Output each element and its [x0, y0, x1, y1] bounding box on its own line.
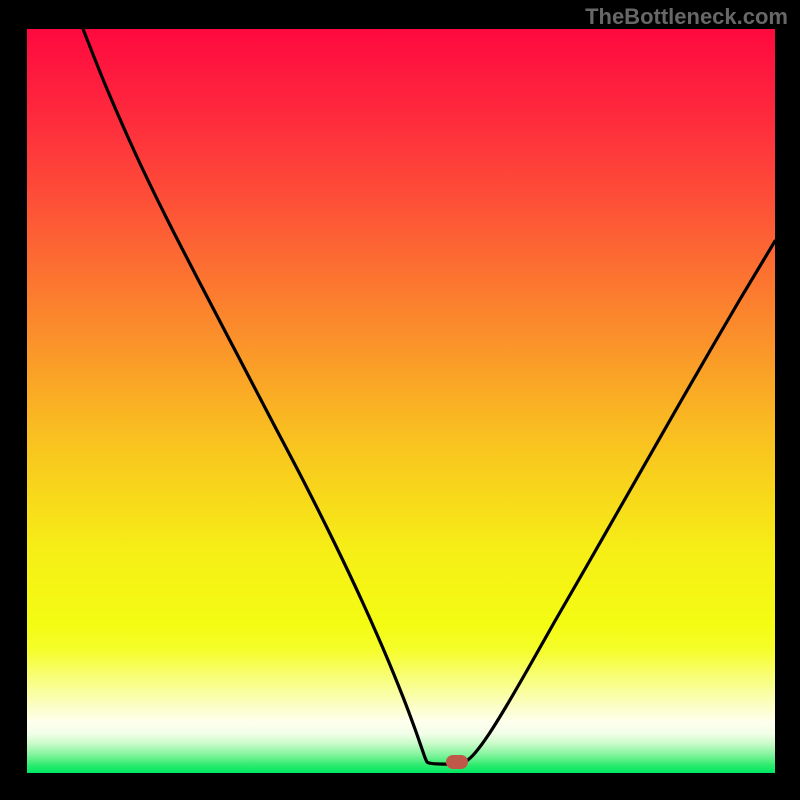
plot-area [27, 29, 775, 773]
curve-path [83, 29, 775, 764]
watermark-text: TheBottleneck.com [585, 4, 788, 30]
bottleneck-curve [27, 29, 775, 773]
chart-frame: TheBottleneck.com [0, 0, 800, 800]
optimum-marker [446, 755, 468, 769]
optimum-marker-rect [446, 755, 468, 769]
